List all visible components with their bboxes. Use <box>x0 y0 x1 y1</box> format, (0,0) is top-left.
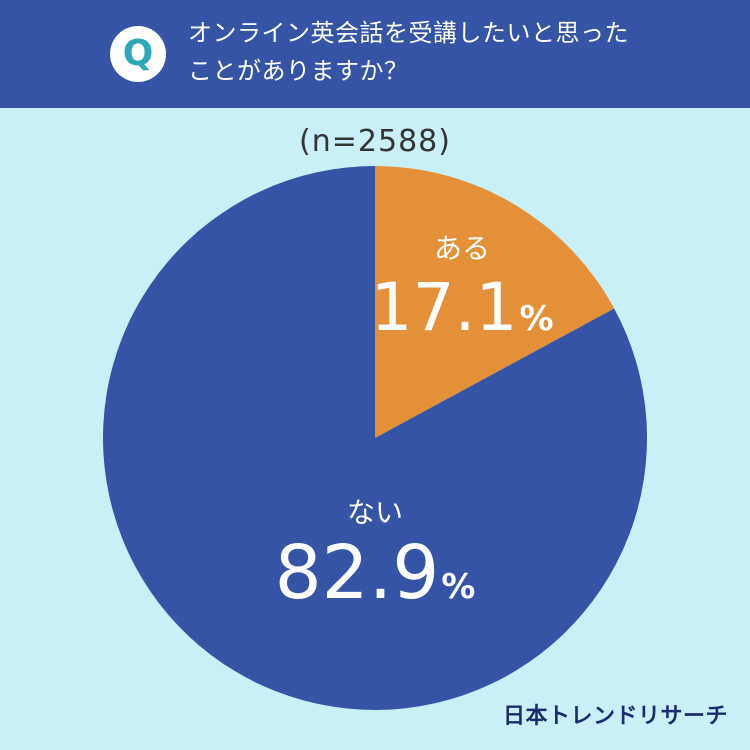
question-line-1: オンライン英会話を受講したいと思った <box>188 19 629 47</box>
q-badge-icon: Q <box>110 26 166 82</box>
slice-label-no: ない <box>347 496 403 529</box>
slice-value-no: 82.9% <box>275 530 476 616</box>
slice-label-yes: ある <box>434 232 490 265</box>
question-line-2: ことがありますか？ <box>188 57 409 85</box>
question-text: オンライン英会話を受講したいと思った ことがありますか？ <box>188 14 708 90</box>
pie-slice-no <box>102 166 647 710</box>
slice-value-yes: 17.1% <box>370 269 553 346</box>
brand-logo: 日本トレンドリサーチ <box>502 704 728 729</box>
pie-slice-yes <box>375 166 615 438</box>
sample-size: (n=2588) <box>299 124 451 159</box>
pie-slices <box>102 166 647 710</box>
question-header: Q オンライン英会話を受講したいと思った ことがありますか？ <box>0 0 750 108</box>
